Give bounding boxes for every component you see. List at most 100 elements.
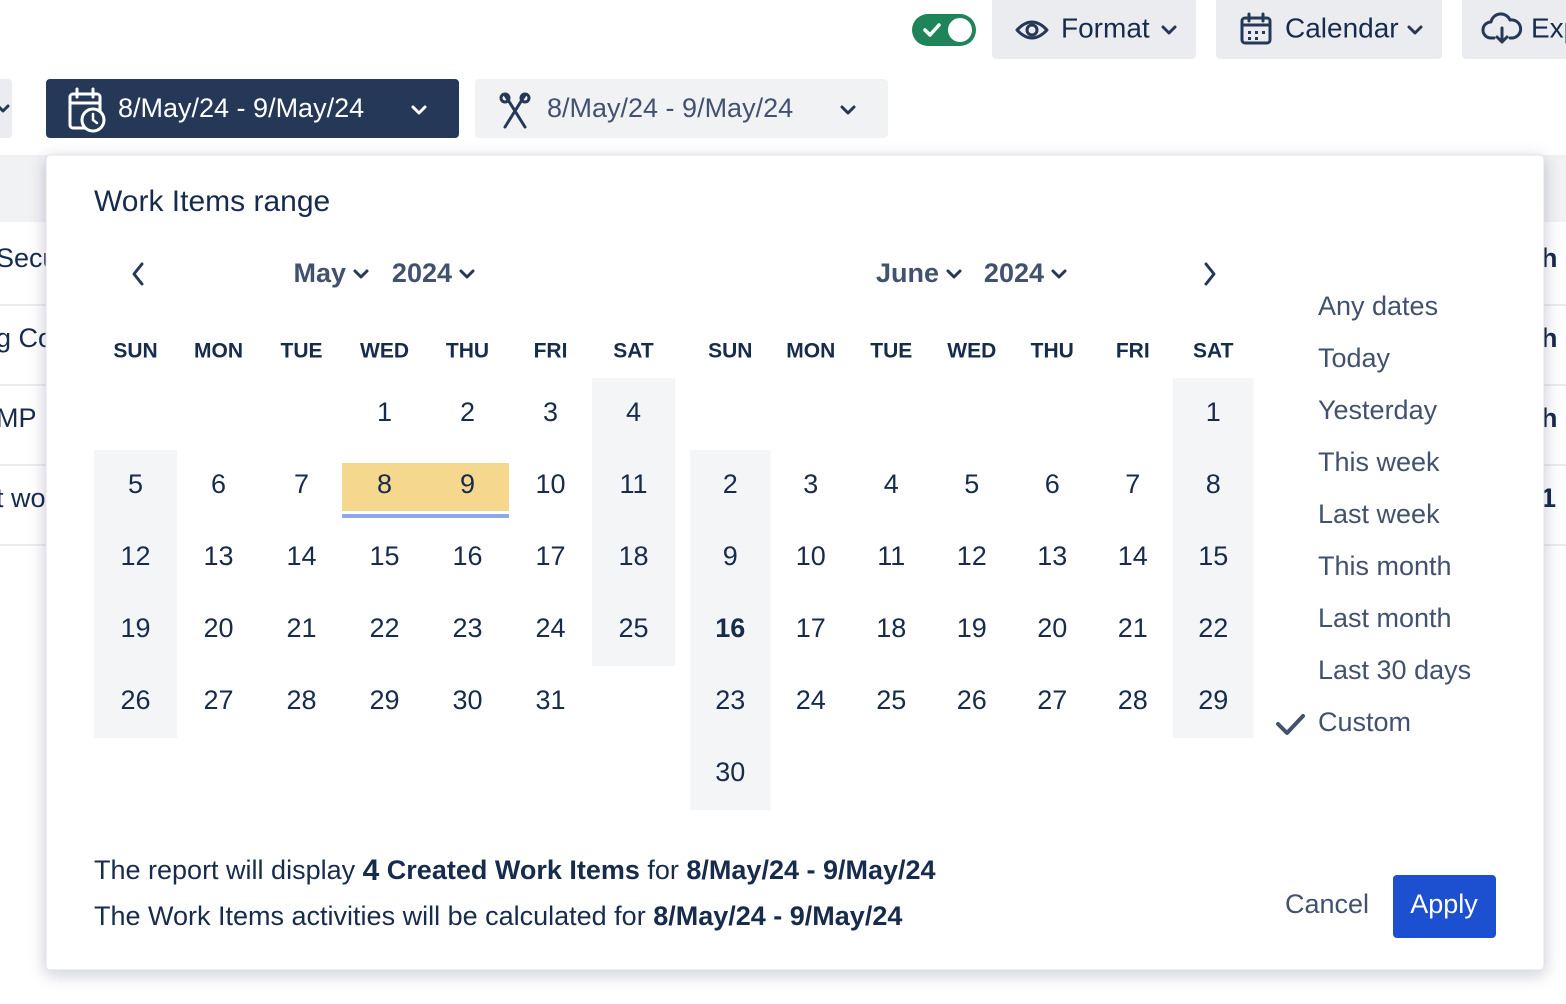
day[interactable]: 15	[369, 541, 399, 571]
day[interactable]: 10	[796, 541, 826, 571]
day[interactable]: 7	[294, 469, 309, 499]
day[interactable]: 22	[369, 613, 399, 643]
day[interactable]: 20	[203, 613, 233, 643]
day[interactable]: 31	[535, 685, 565, 715]
month-select[interactable]: June	[876, 258, 939, 288]
day[interactable]: 22	[1198, 613, 1228, 643]
day[interactable]: 23	[715, 685, 745, 715]
quick-option[interactable]: Custom	[1318, 707, 1411, 737]
day[interactable]: 24	[535, 613, 565, 643]
day[interactable]: 8	[1206, 469, 1221, 499]
day[interactable]: 1	[377, 397, 392, 427]
calendar-label: Calendar	[1285, 12, 1399, 43]
day[interactable]: 23	[452, 613, 482, 643]
quick-option[interactable]: Yesterday	[1318, 395, 1438, 425]
day[interactable]: 19	[957, 613, 987, 643]
day[interactable]: 10	[535, 469, 565, 499]
cancel-button[interactable]: Cancel	[1285, 889, 1369, 919]
selected-underline	[425, 514, 509, 518]
day[interactable]: 19	[120, 613, 150, 643]
day[interactable]: 18	[618, 541, 648, 571]
text: The report will display	[94, 855, 363, 885]
day[interactable]: 15	[1198, 541, 1228, 571]
day[interactable]: 4	[626, 397, 641, 427]
day[interactable]: 17	[796, 613, 826, 643]
day[interactable]: 11	[877, 541, 905, 571]
weekday: SUN	[113, 340, 157, 363]
day[interactable]: 1	[1206, 397, 1221, 427]
day[interactable]: 24	[796, 685, 826, 715]
day[interactable]: 29	[369, 685, 399, 715]
day[interactable]: 3	[803, 469, 818, 499]
today[interactable]: 16	[715, 613, 745, 643]
day[interactable]: 26	[120, 685, 150, 715]
day[interactable]: 28	[286, 685, 316, 715]
day[interactable]: 8	[377, 469, 392, 499]
day[interactable]: 6	[211, 469, 226, 499]
export-button[interactable]: Exp	[1462, 0, 1566, 59]
quick-option[interactable]: This week	[1318, 447, 1440, 477]
day[interactable]: 12	[120, 541, 150, 571]
day[interactable]: 12	[957, 541, 987, 571]
day[interactable]: 20	[1037, 613, 1067, 643]
day[interactable]: 21	[286, 613, 316, 643]
day[interactable]: 3	[543, 397, 558, 427]
year-select[interactable]: 2024	[984, 258, 1044, 288]
quick-options: Any dates Today Yesterday This week Last wee…	[1276, 291, 1471, 737]
day[interactable]: 2	[723, 469, 738, 499]
day[interactable]: 9	[460, 469, 475, 499]
day[interactable]: 27	[203, 685, 233, 715]
day[interactable]: 21	[1118, 613, 1148, 643]
format-label: Format	[1061, 12, 1150, 43]
quick-option[interactable]: Last 30 days	[1318, 655, 1471, 685]
day[interactable]: 2	[460, 397, 475, 427]
weekday: THU	[446, 340, 489, 363]
day[interactable]: 26	[957, 685, 987, 715]
day[interactable]: 13	[203, 541, 233, 571]
day[interactable]: 25	[618, 613, 648, 643]
created-range-button[interactable]: 8/May/24 - 9/May/24	[46, 79, 459, 138]
count: 4	[363, 854, 380, 887]
day[interactable]: 25	[876, 685, 906, 715]
day[interactable]: 11	[619, 469, 647, 499]
day[interactable]: 27	[1037, 685, 1067, 715]
quick-option[interactable]: Today	[1318, 343, 1391, 373]
day[interactable]: 4	[884, 469, 899, 499]
day[interactable]: 17	[535, 541, 565, 571]
weekend-cell	[1173, 594, 1254, 666]
format-button[interactable]: Format	[992, 0, 1196, 59]
day[interactable]: 9	[723, 541, 738, 571]
day[interactable]: 14	[286, 541, 316, 571]
day[interactable]: 5	[964, 469, 979, 499]
quick-option[interactable]: Last week	[1318, 499, 1440, 529]
prev-month[interactable]	[132, 262, 144, 286]
calendar-button[interactable]: Calendar	[1216, 0, 1442, 59]
day[interactable]: 30	[715, 757, 745, 787]
activity-range-button[interactable]: 8/May/24 - 9/May/24	[475, 79, 888, 138]
day[interactable]: 6	[1045, 469, 1060, 499]
quick-option[interactable]: Last month	[1318, 603, 1452, 633]
day[interactable]: 30	[452, 685, 482, 715]
weekend-cell	[94, 522, 177, 594]
month-select[interactable]: May	[293, 258, 346, 288]
day[interactable]: 18	[876, 613, 906, 643]
day[interactable]: 13	[1037, 541, 1067, 571]
day[interactable]: 14	[1118, 541, 1148, 571]
row-left: g Co	[0, 323, 53, 353]
day[interactable]: 16	[452, 541, 482, 571]
prev-filter[interactable]	[0, 79, 12, 138]
selected-cell	[425, 463, 509, 511]
weekday: TUE	[281, 340, 323, 363]
day[interactable]: 28	[1118, 685, 1148, 715]
quick-option[interactable]: This month	[1318, 551, 1452, 581]
day[interactable]: 5	[128, 469, 143, 499]
toggle[interactable]	[912, 14, 976, 46]
day[interactable]: 7	[1125, 469, 1140, 499]
year-select[interactable]: 2024	[392, 258, 452, 288]
day[interactable]: 29	[1198, 685, 1228, 715]
quick-option[interactable]: Any dates	[1318, 291, 1438, 321]
next-month[interactable]	[1204, 262, 1216, 286]
apply-button[interactable]	[1393, 875, 1496, 938]
text: for	[640, 855, 687, 885]
